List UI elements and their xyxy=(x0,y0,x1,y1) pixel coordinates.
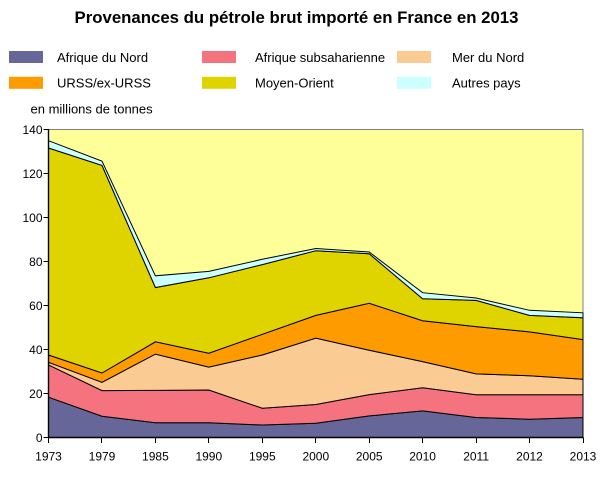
svg-text:Moyen-Orient: Moyen-Orient xyxy=(255,76,334,91)
svg-text:2005: 2005 xyxy=(356,450,383,464)
svg-text:Afrique du Nord: Afrique du Nord xyxy=(57,50,148,65)
svg-text:URSS/ex-URSS: URSS/ex-URSS xyxy=(57,76,151,91)
svg-text:60: 60 xyxy=(29,299,43,313)
svg-text:1990: 1990 xyxy=(195,450,222,464)
svg-text:140: 140 xyxy=(22,123,42,137)
svg-text:100: 100 xyxy=(22,211,42,225)
svg-text:2000: 2000 xyxy=(302,450,329,464)
svg-text:1995: 1995 xyxy=(249,450,276,464)
svg-text:2010: 2010 xyxy=(409,450,436,464)
svg-text:0: 0 xyxy=(36,431,43,445)
svg-text:Mer du Nord: Mer du Nord xyxy=(452,50,524,65)
svg-text:40: 40 xyxy=(29,343,43,357)
svg-text:2013: 2013 xyxy=(570,450,597,464)
svg-text:en millions de tonnes: en millions de tonnes xyxy=(31,102,154,117)
svg-text:1985: 1985 xyxy=(142,450,169,464)
svg-text:Afrique subsaharienne: Afrique subsaharienne xyxy=(255,50,385,65)
svg-text:20: 20 xyxy=(29,387,43,401)
svg-text:Provenances du pétrole brut im: Provenances du pétrole brut importé en F… xyxy=(75,8,519,27)
svg-text:Autres pays: Autres pays xyxy=(452,76,521,91)
svg-text:2011: 2011 xyxy=(463,450,489,464)
svg-text:2012: 2012 xyxy=(516,450,543,464)
svg-text:80: 80 xyxy=(29,255,43,269)
svg-text:1973: 1973 xyxy=(35,450,62,464)
svg-text:120: 120 xyxy=(22,167,42,181)
svg-text:1979: 1979 xyxy=(89,450,116,464)
